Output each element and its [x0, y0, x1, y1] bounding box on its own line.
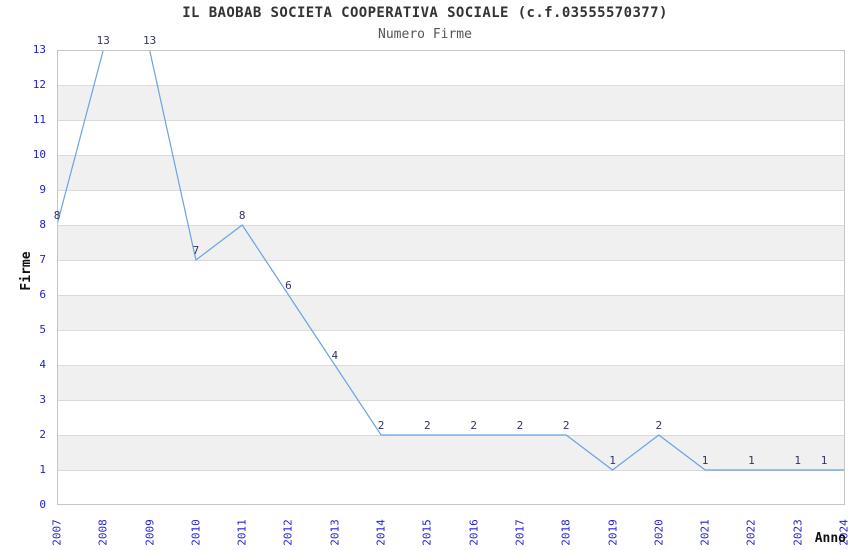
line-series [57, 50, 844, 471]
x-tick-label: 2016 [467, 519, 481, 546]
x-tick-label: 2008 [96, 519, 110, 546]
x-tick-label: 2021 [698, 519, 712, 546]
x-tick-label: 2012 [281, 519, 295, 546]
data-point-label: 2 [377, 419, 385, 432]
gridline [57, 225, 845, 226]
x-tick-label: 2013 [328, 519, 342, 546]
y-tick-label: 0 [39, 498, 46, 511]
x-tick-label: 2022 [744, 519, 758, 546]
plot-band [57, 155, 845, 190]
gridline [57, 470, 845, 471]
x-tick-label: 2011 [235, 519, 249, 546]
chart-subtitle: Numero Firme [378, 27, 472, 42]
plot-band [57, 435, 845, 470]
x-tick-label: 2020 [652, 519, 666, 546]
data-point-label: 2 [424, 419, 431, 432]
y-tick-label: 9 [39, 183, 46, 196]
data-point-label: 4 [331, 349, 339, 362]
plot-band [57, 225, 845, 260]
x-tick-label: 2009 [143, 519, 157, 546]
y-tick-label: 12 [32, 78, 46, 91]
y-tick-label: 3 [39, 393, 46, 406]
gridline [57, 400, 845, 401]
y-tick-label: 4 [39, 358, 46, 371]
data-point-label: 2 [516, 419, 524, 432]
gridline [57, 190, 845, 191]
gridline [57, 260, 845, 261]
gridline [57, 85, 845, 86]
data-point-label: 8 [238, 209, 246, 222]
gridline [57, 295, 845, 296]
data-point-label: 1 [609, 454, 616, 467]
data-point-label: 1 [794, 454, 802, 467]
plot-area [57, 50, 845, 505]
gridline [57, 365, 845, 366]
data-point-label: 2 [470, 419, 477, 432]
data-point-label: 8 [53, 209, 61, 222]
y-tick-label: 8 [39, 218, 46, 231]
data-point-label: 2 [655, 419, 663, 432]
data-point-label: 2 [562, 419, 570, 432]
x-tick-label: 2014 [374, 519, 388, 546]
y-tick-label: 10 [32, 148, 46, 161]
x-tick-label: 2019 [606, 519, 620, 546]
y-tick-label: 6 [39, 288, 46, 301]
y-tick-label: 1 [39, 463, 46, 476]
chart-title: IL BAOBAB SOCIETA COOPERATIVA SOCIALE (c… [182, 5, 668, 21]
x-tick-label: 2017 [513, 519, 527, 546]
data-point-label: 1 [701, 454, 709, 467]
data-point-label: 1 [748, 454, 755, 467]
data-point-label: 6 [285, 279, 292, 292]
x-axis-title: Anno [814, 531, 846, 546]
x-tick-label: 2015 [420, 519, 434, 546]
plot-band [57, 365, 845, 400]
data-point-label: 7 [192, 244, 200, 257]
gridline [57, 155, 845, 156]
y-tick-label: 11 [32, 113, 46, 126]
data-point-label: 13 [142, 34, 157, 47]
x-tick-label: 2007 [50, 519, 64, 546]
gridline [57, 330, 845, 331]
series-line [57, 50, 844, 471]
data-point-label: 13 [96, 34, 110, 47]
y-tick-label: 2 [39, 428, 46, 441]
plot-band [57, 295, 845, 330]
plot-band [57, 85, 845, 120]
gridline [57, 120, 845, 121]
x-tick-label: 2023 [791, 519, 805, 546]
x-tick-label: 2018 [559, 519, 573, 546]
y-tick-label: 13 [32, 43, 46, 56]
y-tick-label: 5 [39, 323, 46, 336]
x-tick-label: 2010 [189, 519, 203, 546]
y-tick-label: 7 [39, 253, 46, 266]
data-point-label: 1 [820, 454, 828, 467]
